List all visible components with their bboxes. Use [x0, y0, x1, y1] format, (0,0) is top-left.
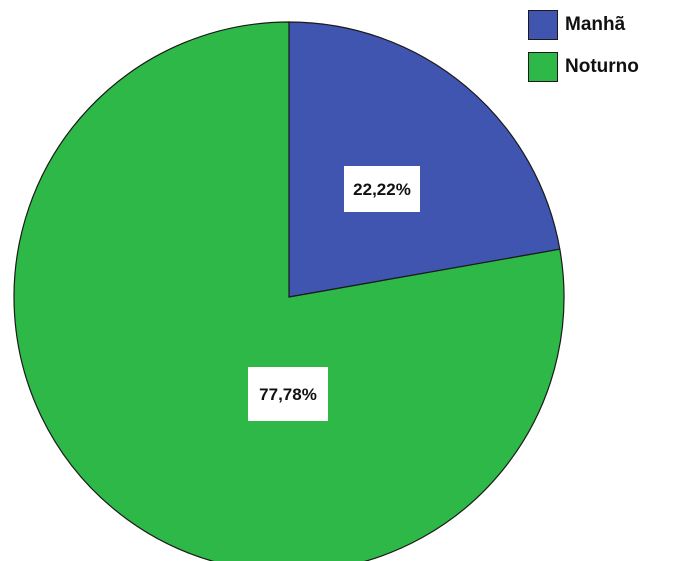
legend-swatch-manha [528, 10, 558, 40]
data-label-box-manha [344, 166, 420, 212]
legend-item-noturno: Noturno [528, 52, 639, 82]
legend-label-manha: Manhã [565, 14, 626, 35]
legend-item-manha: Manhã [528, 10, 639, 40]
pie-slices [13, 21, 565, 561]
pie-data-labels: 22,22% 77,78% [248, 166, 420, 421]
legend: Manhã Noturno [528, 10, 639, 94]
pie-slice-noturno [13, 21, 565, 561]
data-label-box-noturno [248, 367, 328, 421]
data-label-noturno: 77,78% [248, 367, 328, 421]
data-label-manha: 22,22% [344, 166, 420, 212]
data-label-text-noturno: 77,78% [259, 385, 317, 404]
legend-swatch-noturno [528, 52, 558, 82]
legend-label-noturno: Noturno [565, 56, 639, 77]
pie-slice-manha [288, 21, 561, 298]
data-label-text-manha: 22,22% [353, 180, 411, 199]
